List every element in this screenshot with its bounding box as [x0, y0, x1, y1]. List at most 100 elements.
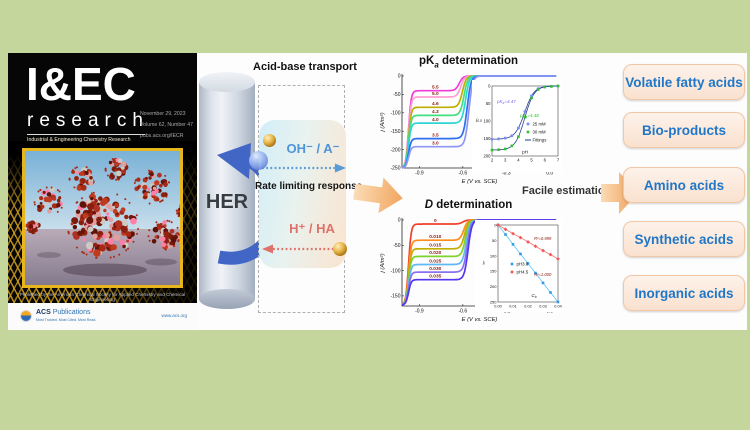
svg-text:0.00: 0.00 [494, 305, 501, 309]
svg-text:200: 200 [490, 284, 497, 289]
acs-publications-icon [20, 310, 32, 322]
acid-transport-arrow-icon [262, 244, 340, 254]
svg-text:6: 6 [544, 158, 547, 163]
svg-text:-0.3: -0.3 [502, 171, 511, 177]
svg-text:-100: -100 [390, 111, 400, 117]
svg-text:3.0: 3.0 [432, 140, 439, 146]
svg-text:0.01: 0.01 [509, 305, 516, 309]
svg-text:0.02: 0.02 [524, 305, 531, 309]
svg-text:j (A/m²): j (A/m²) [380, 112, 386, 132]
svg-text:-200: -200 [390, 147, 400, 153]
svg-text:4.3: 4.3 [432, 109, 439, 115]
publisher-tagline: Most Trusted. Most Cited. Most Read. [36, 318, 97, 322]
svg-text:E (V vs. SCE): E (V vs. SCE) [462, 317, 498, 323]
svg-text:0.015: 0.015 [429, 243, 441, 249]
svg-text:0.04: 0.04 [554, 305, 561, 309]
category-volatile-fatty-acids: Volatile fatty acids [623, 64, 745, 100]
svg-text:0.0: 0.0 [546, 171, 553, 177]
publisher-name: ACS Publications [36, 309, 91, 316]
svg-text:0.020: 0.020 [429, 250, 441, 256]
category-synthetic-acids: Synthetic acids [623, 221, 745, 257]
title-divider [27, 134, 145, 135]
estimation-arrow-icon [601, 172, 638, 214]
journal-cover: I&EC research Industrial & Engineering C… [8, 53, 197, 330]
svg-text:Cb: Cb [531, 293, 536, 299]
svg-text:200: 200 [484, 154, 492, 159]
svg-text:100: 100 [484, 119, 492, 124]
svg-text:0: 0 [398, 74, 401, 80]
svg-text:E (V vs. SCE): E (V vs. SCE) [462, 179, 498, 185]
svg-text:100: 100 [490, 253, 497, 258]
svg-text:0: 0 [398, 218, 401, 224]
svg-text:0: 0 [488, 84, 491, 89]
abstract-panel: HER Acid-base transport OH⁻ / A⁻ Rate li… [197, 53, 747, 330]
svg-text:-250: -250 [390, 166, 400, 172]
svg-text:0.035: 0.035 [429, 273, 441, 279]
d-chart-title: D determination [424, 199, 513, 211]
svg-text:-0.6: -0.6 [459, 171, 468, 177]
svg-text:R²=1.000: R²=1.000 [534, 272, 552, 277]
svg-text:pKa=4.47: pKa=4.47 [496, 99, 516, 105]
svg-text:jl: jl [482, 260, 485, 266]
cover-artwork [22, 148, 183, 288]
blue-molecule-sphere [249, 151, 268, 170]
svg-text:pH: pH [522, 150, 528, 155]
gold-molecule-sphere [333, 242, 347, 256]
pka-chart-title: pKa determination [418, 55, 519, 70]
svg-text:30 mM: 30 mM [533, 130, 547, 135]
svg-text:-150: -150 [390, 129, 400, 135]
electrode-cylinder [199, 72, 255, 309]
svg-text:5: 5 [530, 158, 533, 163]
category-amino-acids: Amino acids [623, 167, 745, 203]
svg-text:4.0: 4.0 [432, 117, 439, 123]
svg-text:25 mM: 25 mM [533, 122, 547, 127]
svg-text:Fittings: Fittings [533, 138, 547, 143]
cover-footer-text: Published by the American Chemical Socie… [19, 292, 186, 302]
svg-text:pH3.0: pH3.0 [517, 262, 529, 267]
journal-tagline: Industrial & Engineering Chemistry Resea… [27, 137, 131, 143]
svg-text:pKa=4.48: pKa=4.48 [519, 113, 539, 119]
svg-text:4: 4 [517, 158, 520, 163]
svg-text:150: 150 [484, 136, 492, 141]
svg-text:0.03: 0.03 [539, 305, 546, 309]
svg-text:-150: -150 [390, 294, 400, 300]
estimation-label: Facile estimation [522, 185, 612, 197]
base-transport-arrow-icon [262, 163, 346, 173]
publisher-website: www.acs.org [161, 313, 187, 318]
svg-text:-50: -50 [393, 92, 400, 98]
svg-text:R²=0.999: R²=0.999 [534, 236, 552, 241]
svg-text:5.0: 5.0 [432, 91, 439, 97]
gold-molecule-sphere [263, 134, 276, 147]
d-determination-chart: D determination 0-50-100-150-0.9-0.6-0.3… [375, 199, 562, 336]
issue-info: November 29, 2023 Volume 62, Number 47 p… [140, 109, 193, 142]
nanocluster-illustration [25, 151, 180, 285]
svg-text:5.5: 5.5 [432, 85, 439, 91]
her-label: HER [205, 191, 249, 213]
svg-text:0.030: 0.030 [429, 266, 441, 272]
category-inorganic-acids: Inorganic acids [623, 275, 745, 311]
svg-text:-100: -100 [390, 268, 400, 274]
svg-text:7: 7 [557, 158, 560, 163]
publisher-strip: ACS Publications Most Trusted. Most Cite… [8, 303, 197, 330]
svg-text:-0.9: -0.9 [415, 171, 424, 177]
svg-text:3.5: 3.5 [432, 132, 439, 138]
journal-subtitle: research [27, 110, 149, 131]
svg-text:-50: -50 [393, 243, 400, 249]
svg-text:0.025: 0.025 [429, 258, 441, 264]
svg-text:-0.9: -0.9 [415, 309, 424, 315]
issue-date: November 29, 2023 [140, 111, 186, 117]
transport-title: Acid-base transport [253, 61, 357, 73]
svg-text:4.6: 4.6 [432, 101, 439, 107]
svg-text:3: 3 [504, 158, 507, 163]
svg-text:j0.5: j0.5 [475, 117, 482, 123]
acid-species-label: H⁺ / HA [289, 221, 335, 236]
svg-text:250: 250 [490, 300, 497, 305]
svg-text:0: 0 [494, 223, 497, 228]
issue-volume: Volume 62, Number 47 [140, 121, 194, 128]
svg-text:-0.6: -0.6 [459, 309, 468, 315]
svg-text:150: 150 [490, 269, 497, 274]
svg-text:50: 50 [486, 101, 491, 106]
category-bio-products: Bio-products [623, 112, 745, 148]
response-arrow-icon [353, 177, 403, 214]
